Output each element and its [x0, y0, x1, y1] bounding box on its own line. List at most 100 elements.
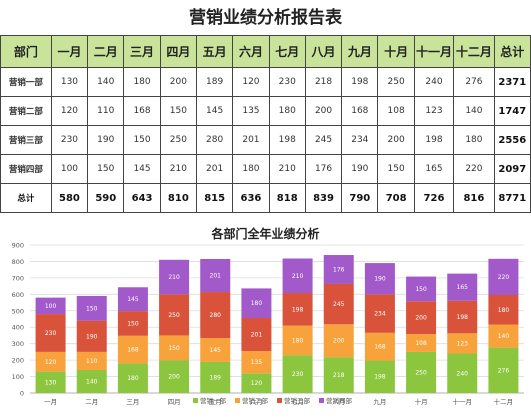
legend-swatch [193, 398, 198, 403]
value-cell: 276 [453, 67, 495, 97]
value-cell: 145 [195, 96, 234, 126]
y-tick-label: 700 [12, 274, 24, 282]
data-label: 165 [457, 284, 469, 291]
data-label: 180 [292, 337, 304, 344]
table-header-row: 部门 一月 二月 三月 四月 五月 六月 七月 八月 九月 十月 十一月 十二月… [0, 35, 531, 68]
x-tick-label: 五月 [209, 398, 222, 406]
value-cell: 110 [87, 96, 125, 126]
data-label: 140 [498, 333, 510, 340]
value-cell: 218 [304, 67, 343, 97]
data-label: 120 [251, 380, 263, 387]
value-cell: 240 [413, 67, 455, 97]
bar-segment [364, 294, 395, 333]
header-cell: 部门 [0, 35, 52, 68]
data-label: 176 [333, 267, 345, 274]
data-label: 180 [127, 375, 139, 382]
value-cell: 150 [377, 154, 415, 184]
data-label: 110 [86, 358, 98, 365]
x-axis: 一月 二月 三月 四月 五月 六月 七月 八月 九月 十月 十一月 十二月 [44, 397, 513, 406]
bar-segment [323, 357, 354, 393]
value-cell: 100 [50, 154, 89, 184]
data-label: 120 [45, 359, 57, 366]
data-label: 200 [168, 374, 180, 381]
y-tick-label: 100 [12, 373, 24, 381]
value-cell: 200 [377, 125, 415, 155]
bar-segment [200, 258, 231, 293]
value-cell: 190 [87, 125, 125, 155]
bar-segment [35, 351, 66, 372]
data-label: 189 [210, 374, 222, 381]
x-tick-label: 六月 [250, 397, 263, 406]
report-title: 营销业绩分析报告表 [189, 8, 342, 28]
value-cell: 180 [268, 96, 306, 126]
bar-segment [241, 373, 272, 393]
value-cell: 108 [377, 96, 415, 126]
performance-table: 部门 一月 二月 三月 四月 五月 六月 七月 八月 九月 十月 十一月 十二月… [0, 35, 531, 213]
data-label: 150 [127, 320, 139, 327]
bar-segment [488, 347, 519, 393]
y-tick-label: 800 [12, 258, 24, 266]
bar-segment [76, 351, 107, 370]
bar-segment [241, 288, 272, 319]
legend-label: 营销一部 [200, 396, 227, 405]
legend-swatch [277, 398, 282, 403]
value-cell: 201 [195, 154, 234, 184]
bar-segment [447, 300, 478, 334]
bar-segment [447, 353, 478, 393]
x-tick-label: 一月 [44, 398, 57, 406]
value-cell: 123 [413, 96, 455, 126]
value-cell: 230 [50, 125, 89, 155]
sum-cell: 590 [87, 183, 125, 213]
data-label: 180 [498, 307, 510, 314]
bar-segment [200, 338, 231, 362]
data-label: 210 [168, 274, 180, 281]
value-cell: 198 [413, 125, 455, 155]
data-label: 218 [333, 372, 345, 379]
header-cell: 十二月 [453, 35, 495, 68]
bar-segment [159, 335, 190, 361]
value-cell: 250 [377, 67, 415, 97]
value-cell: 210 [159, 154, 198, 184]
data-label: 180 [251, 300, 263, 307]
value-cell: 180 [123, 67, 161, 97]
header-cell: 四月 [159, 35, 198, 68]
sum-cell: 790 [341, 183, 379, 213]
value-cell: 176 [304, 154, 343, 184]
data-label: 210 [292, 273, 304, 280]
table-row: 营销四部 100 150 145 210 201 180 210 176 190… [0, 154, 531, 184]
sum-cell: 810 [159, 183, 198, 213]
bar-segment [282, 293, 313, 326]
value-cell: 180 [453, 125, 495, 155]
data-label: 168 [127, 347, 139, 354]
dept-cell: 营销四部 [0, 154, 52, 184]
bar-segment [159, 259, 190, 295]
data-label: 234 [374, 311, 386, 318]
header-cell: 七月 [268, 35, 306, 68]
bar-segment [159, 294, 190, 336]
grand-total-cell: 8771 [493, 183, 531, 213]
value-cell: 145 [123, 154, 161, 184]
value-cell: 230 [268, 67, 306, 97]
y-tick-label: 0 [20, 390, 24, 398]
sum-cell: 818 [268, 183, 306, 213]
value-cell: 120 [50, 96, 89, 126]
chart-grid [30, 244, 524, 394]
bar-segment [364, 332, 395, 361]
table-row: 营销三部 230 190 150 250 280 201 198 245 234… [0, 125, 531, 155]
legend-swatch [319, 398, 324, 403]
value-cell: 220 [453, 154, 495, 184]
y-tick-label: 600 [12, 291, 24, 299]
data-label: 200 [415, 315, 427, 322]
value-cell: 200 [159, 67, 198, 97]
bar-segment [117, 287, 148, 312]
bar-segment [364, 263, 395, 295]
x-tick-label: 二月 [85, 398, 98, 406]
value-cell: 198 [268, 125, 306, 155]
bar-segment [447, 273, 478, 301]
x-tick-label: 十一月 [453, 397, 473, 406]
sum-row: 总计 580 590 643 810 815 636 818 839 790 7… [0, 183, 531, 213]
value-cell: 245 [304, 125, 343, 155]
header-cell: 十月 [377, 35, 415, 68]
bar-segment [76, 295, 107, 321]
bar-segment [117, 311, 148, 336]
